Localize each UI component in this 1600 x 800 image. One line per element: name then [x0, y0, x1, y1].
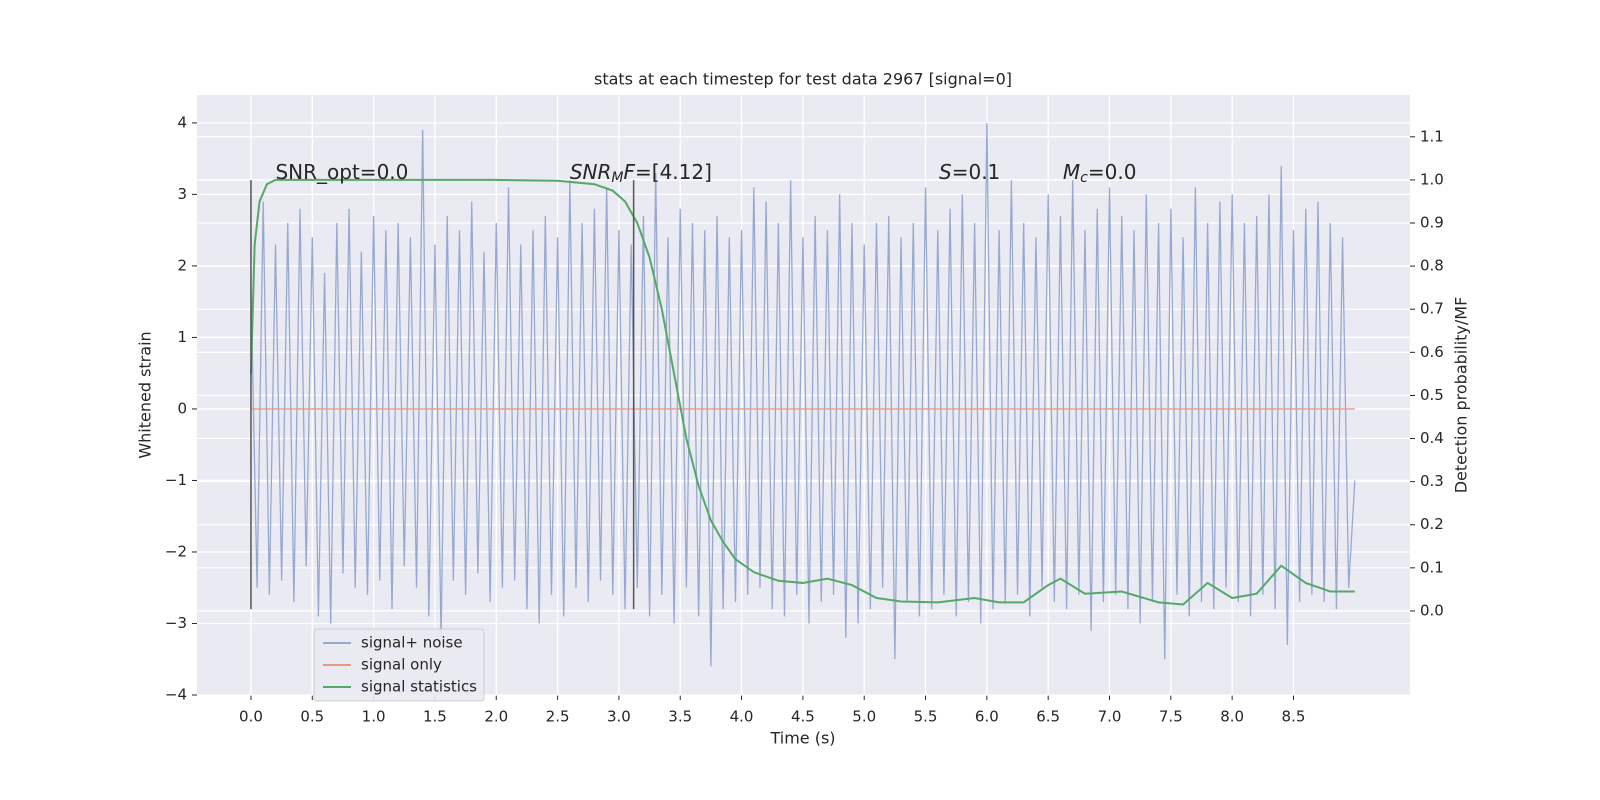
- x-tick-label: 8.0: [1220, 708, 1244, 726]
- y-tick-label: 1: [177, 328, 187, 346]
- annotation-part: SNR_opt=0.0: [275, 159, 408, 183]
- legend-label: signal only: [361, 656, 442, 674]
- annotation-part: =[4.12]: [635, 159, 712, 183]
- y2-tick-label: 0.2: [1420, 515, 1444, 533]
- y-tick-label: 4: [177, 113, 187, 131]
- x-tick-label: 2.0: [484, 708, 508, 726]
- y-tick-label: −4: [165, 686, 187, 704]
- legend-label: signal statistics: [361, 678, 477, 696]
- y-tick-label: 2: [177, 256, 187, 274]
- y-tick-label: −2: [165, 542, 187, 560]
- x-tick-label: 5.5: [914, 708, 938, 726]
- x-tick-label: 0.5: [300, 708, 324, 726]
- y2-tick-label: 0.3: [1420, 472, 1444, 490]
- x-tick-label: 1.5: [423, 708, 447, 726]
- x-tick-label: 1.0: [362, 708, 386, 726]
- x-tick-label: 3.0: [607, 708, 631, 726]
- x-tick-label: 3.5: [668, 708, 692, 726]
- y2-tick-label: 0.5: [1420, 386, 1444, 404]
- annotation-part: =0.1: [952, 159, 1001, 183]
- y-tick-label: −3: [165, 614, 187, 632]
- series-line: [249, 178, 1355, 606]
- x-tick-label: 4.5: [791, 708, 815, 726]
- y2-tick-label: 0.4: [1420, 429, 1444, 447]
- annotation-part: M: [611, 170, 623, 186]
- y-tick-label: −1: [165, 471, 187, 489]
- x-tick-label: 7.5: [1159, 708, 1183, 726]
- x-tick-label: 6.5: [1036, 708, 1060, 726]
- annotation-part: F: [624, 159, 636, 183]
- y2-tick-label: 1.1: [1420, 127, 1444, 145]
- x-tick-label: 4.0: [730, 708, 754, 726]
- x-tick-label: 5.0: [852, 708, 876, 726]
- x-tick-label: 8.5: [1282, 708, 1306, 726]
- chart-title: stats at each timestep for test data 296…: [594, 70, 1012, 89]
- annotation-part: c: [1080, 170, 1088, 186]
- x-axis-label: Time (s): [769, 729, 835, 748]
- annotation: Mc=0.0: [1063, 159, 1137, 186]
- series-line: [250, 122, 1356, 667]
- y2-tick-label: 0.7: [1420, 300, 1444, 318]
- annotation-part: SNR: [570, 159, 612, 183]
- y-tick-label: 3: [177, 185, 187, 203]
- x-tick-label: 7.0: [1098, 708, 1122, 726]
- y2-tick-label: 0.8: [1420, 257, 1444, 275]
- annotation-part: S: [939, 159, 952, 183]
- y-axis-label: Whitened strain: [136, 331, 155, 458]
- y2-tick-label: 0.0: [1420, 601, 1444, 619]
- annotation: S=0.1: [939, 159, 1000, 183]
- annotation: SNRMF=[4.12]: [570, 159, 712, 186]
- y2-tick-label: 0.1: [1420, 558, 1444, 576]
- annotation-part: M: [1063, 159, 1080, 183]
- legend-label: signal+ noise: [361, 634, 463, 652]
- y2-tick-label: 1.0: [1420, 170, 1444, 188]
- annotation-part: =0.0: [1088, 159, 1137, 183]
- y-tick-label: 0: [177, 399, 187, 417]
- y2-tick-label: 0.9: [1420, 214, 1444, 232]
- y2-axis-label: Detection probability/MF: [1452, 297, 1471, 494]
- x-tick-label: 0.0: [239, 708, 263, 726]
- y2-tick-label: 0.6: [1420, 343, 1444, 361]
- annotation: SNR_opt=0.0: [275, 159, 408, 183]
- x-tick-label: 6.0: [975, 708, 999, 726]
- x-tick-label: 2.5: [546, 708, 570, 726]
- legend-box: [313, 628, 485, 702]
